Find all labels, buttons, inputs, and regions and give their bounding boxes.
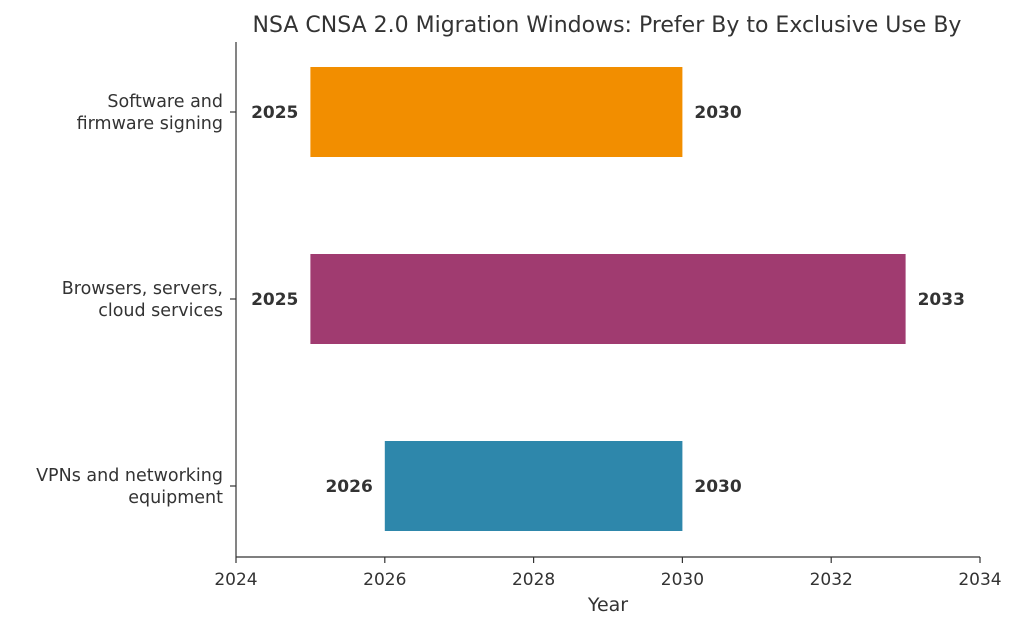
bar-start-label-1: 2025: [251, 290, 298, 310]
x-tick-label-2: 2028: [512, 570, 555, 590]
x-axis-title: Year: [587, 594, 628, 616]
bar-end-label-2: 2030: [694, 477, 741, 497]
x-tick-label-5: 2034: [958, 570, 1001, 590]
y-axis-labels: Software and firmware signing Browsers, se…: [36, 92, 236, 508]
category-label-line: firmware signing: [77, 114, 223, 134]
x-tick-label-1: 2026: [363, 570, 406, 590]
bar-2: [384, 441, 683, 531]
x-tick-label-3: 2030: [661, 570, 704, 590]
bar-0: [310, 67, 683, 157]
x-axis-ticks: 2024 2026 2028 2030 2032 2034: [214, 557, 1002, 590]
category-label-line: cloud services: [98, 301, 223, 321]
category-label-0: Software and firmware signing: [77, 92, 223, 134]
plot-area: 2025 2030 2025 2033 2026 2030: [251, 67, 965, 531]
bar-end-label-0: 2030: [694, 103, 741, 123]
x-tick-label-0: 2024: [214, 570, 257, 590]
bar-start-label-2: 2026: [325, 477, 372, 497]
category-label-1: Browsers, servers, cloud services: [62, 279, 223, 321]
chart-title: NSA CNSA 2.0 Migration Windows: Prefer B…: [253, 13, 962, 38]
category-label-2: VPNs and networking equipment: [36, 466, 223, 508]
bar-1: [310, 254, 906, 344]
category-label-line: Browsers, servers,: [62, 279, 223, 299]
bar-start-label-0: 2025: [251, 103, 298, 123]
category-label-line: equipment: [128, 488, 223, 508]
category-label-line: VPNs and networking: [36, 466, 223, 486]
category-label-line: Software and: [107, 92, 223, 112]
x-tick-label-4: 2032: [810, 570, 853, 590]
bar-end-label-1: 2033: [918, 290, 965, 310]
